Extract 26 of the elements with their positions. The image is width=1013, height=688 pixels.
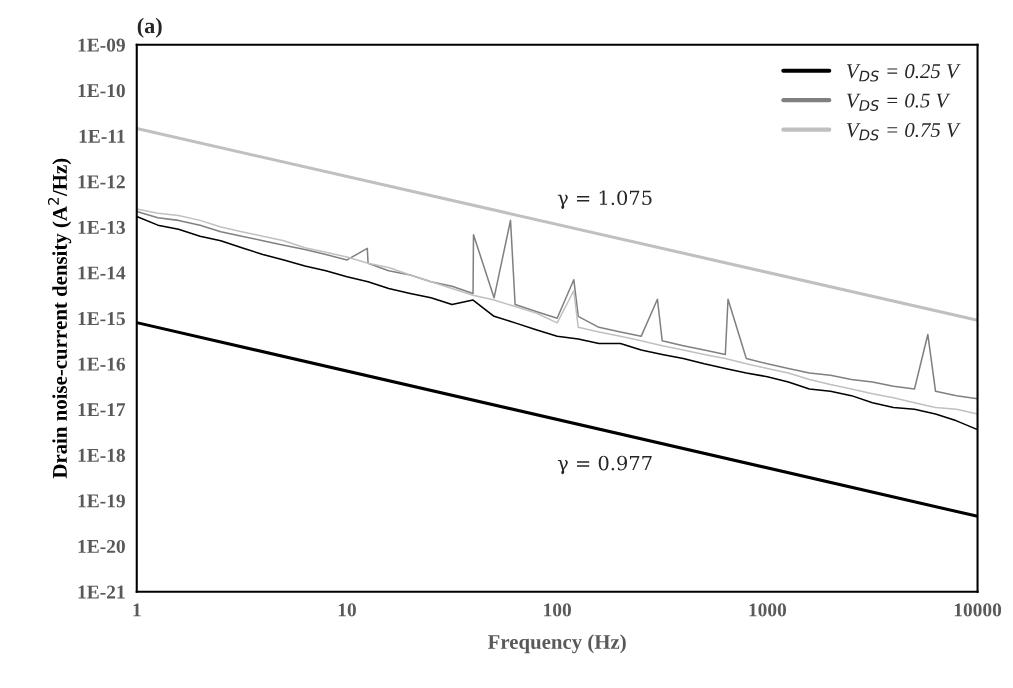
y-tick-label: 1E-17 <box>78 403 126 417</box>
y-tick-label: 1E-20 <box>78 539 125 554</box>
y-tick-label: 1E-14 <box>78 266 126 280</box>
x-axis-title: Frequency (Hz) <box>487 634 626 654</box>
legend-label: V$_{DS}$ = 0.75 V <box>846 122 961 141</box>
y-tick-label: 1E-11 <box>79 129 125 143</box>
y-tick-label: 1E-10 <box>78 84 125 98</box>
y-axis-title: Drain noise-current density (A$^{2}$/Hz) <box>47 158 72 479</box>
y-tick-label: 1E-19 <box>78 494 125 508</box>
x-tick-label: 1 <box>133 603 141 617</box>
y-tick-label: 1E-13 <box>78 220 125 234</box>
x-tick-label: 10000 <box>954 603 1002 617</box>
annotation: γ = 0.977 <box>557 455 652 475</box>
legend-label: V$_{DS}$ = 0.5 V <box>846 93 951 112</box>
x-tick-label: 1000 <box>749 603 787 617</box>
x-tick-label: 100 <box>544 603 571 617</box>
y-tick-label: 1E-15 <box>78 312 125 326</box>
y-tick-label: 1E-18 <box>78 448 125 462</box>
x-tick-label: 10 <box>338 603 356 617</box>
annotation: γ = 1.075 <box>557 190 652 209</box>
chart-title: (a) <box>137 17 162 38</box>
y-tick-label: 1E-09 <box>78 38 125 52</box>
legend-label: V$_{DS}$ = 0.25 V <box>846 64 961 82</box>
y-tick-label: 1E-21 <box>78 585 125 599</box>
y-tick-label: 1E-12 <box>78 175 125 189</box>
y-tick-label: 1E-16 <box>78 357 126 371</box>
